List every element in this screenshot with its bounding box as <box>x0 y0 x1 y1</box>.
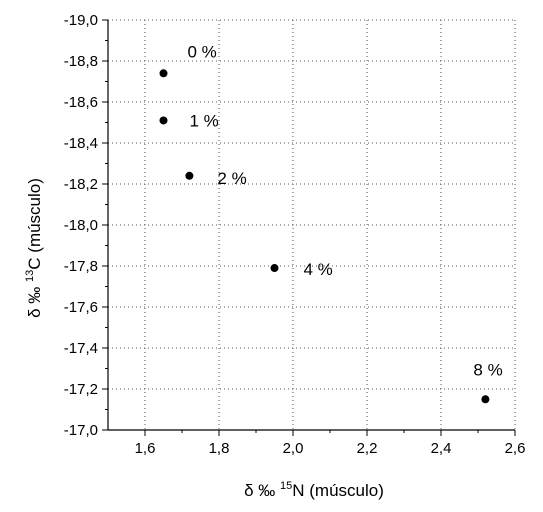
y-tick-label: -17,0 <box>64 422 98 439</box>
data-point <box>159 69 168 78</box>
y-tick-label: -18,2 <box>64 176 98 193</box>
data-point <box>481 395 490 404</box>
point-label: 8 % <box>473 360 502 379</box>
point-label: 2 % <box>217 169 246 188</box>
y-tick-label: -18,6 <box>64 94 98 111</box>
y-tick-label: -17,2 <box>64 381 98 398</box>
grid-lines <box>108 19 516 431</box>
y-tick-label: -18,8 <box>64 53 98 70</box>
x-axis-ticks: 1,6 1,8 2,0 2,2 2,4 2,6 <box>135 430 526 457</box>
y-axis-ticks: -19,0 -18,8 -18,6 -18,4 -18,2 -18,0 -17,8 -17,6… <box>64 12 108 439</box>
point-label: 4 % <box>304 260 333 279</box>
y-tick-label: -17,4 <box>64 340 98 357</box>
x-axis-title: δ ‰ 15N (músculo) <box>244 480 384 500</box>
point-label: 0 % <box>188 42 217 61</box>
y-axis-title: δ ‰ 13C (músculo) <box>24 178 44 318</box>
x-tick-label: 2,6 <box>505 440 526 457</box>
x-tick-label: 1,8 <box>209 440 230 457</box>
y-tick-label: -17,6 <box>64 299 98 316</box>
x-tick-label: 2,4 <box>431 440 452 457</box>
point-label: 1 % <box>190 111 219 130</box>
y-tick-label: -19,0 <box>64 12 98 29</box>
x-tick-label: 2,0 <box>283 440 304 457</box>
axes <box>107 20 515 431</box>
x-tick-label: 2,2 <box>357 440 378 457</box>
data-point <box>270 264 279 273</box>
data-point <box>159 116 168 125</box>
data-point <box>185 171 194 180</box>
y-tick-label: -18,4 <box>64 135 98 152</box>
y-tick-label: -17,8 <box>64 258 98 275</box>
y-tick-label: -18,0 <box>64 217 98 234</box>
data-points: 0 % 1 % 2 % 4 % 8 % <box>159 42 503 404</box>
x-tick-label: 1,6 <box>135 440 156 457</box>
